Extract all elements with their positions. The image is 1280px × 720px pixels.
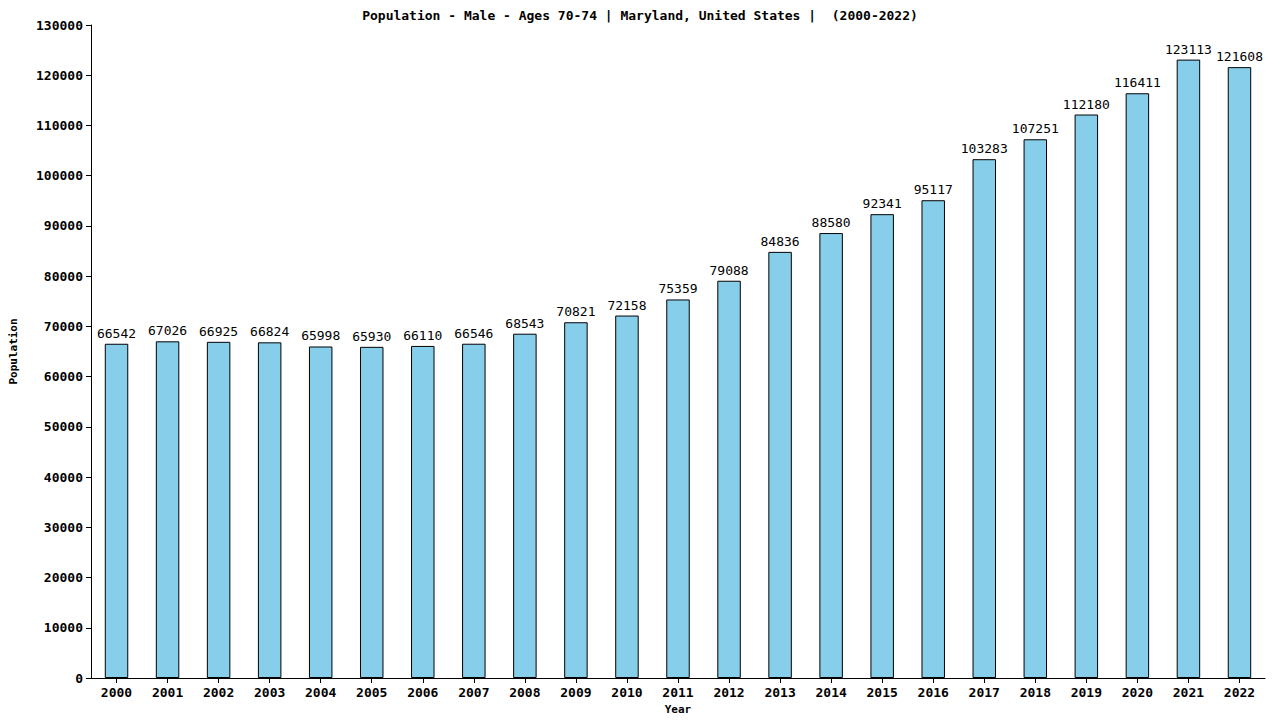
svg-text:65930: 65930: [352, 329, 391, 344]
svg-text:2007: 2007: [458, 685, 489, 700]
svg-text:66824: 66824: [250, 324, 289, 339]
svg-text:2005: 2005: [356, 685, 387, 700]
svg-text:60000: 60000: [44, 369, 83, 384]
svg-text:Year: Year: [665, 703, 692, 716]
svg-text:2021: 2021: [1173, 685, 1204, 700]
svg-text:68543: 68543: [505, 316, 544, 331]
svg-text:0: 0: [75, 671, 83, 686]
svg-text:70000: 70000: [44, 319, 83, 334]
svg-text:50000: 50000: [44, 419, 83, 434]
svg-text:103283: 103283: [961, 141, 1008, 156]
svg-text:67026: 67026: [148, 323, 187, 338]
svg-text:2015: 2015: [867, 685, 898, 700]
svg-text:72158: 72158: [607, 298, 646, 313]
svg-text:120000: 120000: [36, 68, 83, 83]
svg-text:2018: 2018: [1020, 685, 1051, 700]
svg-text:100000: 100000: [36, 168, 83, 183]
svg-text:10000: 10000: [44, 620, 83, 635]
svg-text:79088: 79088: [709, 263, 748, 278]
svg-text:66546: 66546: [454, 326, 493, 341]
svg-text:20000: 20000: [44, 570, 83, 585]
svg-text:65998: 65998: [301, 328, 340, 343]
svg-text:2019: 2019: [1071, 685, 1102, 700]
svg-text:121608: 121608: [1216, 49, 1263, 64]
svg-text:2014: 2014: [815, 685, 846, 700]
svg-text:2013: 2013: [764, 685, 795, 700]
svg-text:66542: 66542: [97, 326, 136, 341]
svg-text:2006: 2006: [407, 685, 438, 700]
svg-text:123113: 123113: [1165, 42, 1212, 57]
svg-text:2017: 2017: [969, 685, 1000, 700]
svg-text:88580: 88580: [812, 215, 851, 230]
svg-text:2009: 2009: [560, 685, 591, 700]
svg-text:2020: 2020: [1122, 685, 1153, 700]
svg-text:95117: 95117: [914, 182, 953, 197]
svg-text:Population: Population: [7, 318, 20, 384]
svg-text:40000: 40000: [44, 470, 83, 485]
svg-text:90000: 90000: [44, 218, 83, 233]
svg-text:30000: 30000: [44, 520, 83, 535]
svg-text:Population - Male - Ages 70-74: Population - Male - Ages 70-74 | Marylan…: [362, 8, 918, 23]
svg-text:2001: 2001: [152, 685, 183, 700]
svg-text:110000: 110000: [36, 118, 83, 133]
svg-text:2016: 2016: [918, 685, 949, 700]
svg-text:130000: 130000: [36, 18, 83, 33]
svg-text:66110: 66110: [403, 328, 442, 343]
svg-text:2022: 2022: [1224, 685, 1255, 700]
svg-text:66925: 66925: [199, 324, 238, 339]
svg-text:2012: 2012: [713, 685, 744, 700]
svg-text:2003: 2003: [254, 685, 285, 700]
svg-text:2011: 2011: [662, 685, 693, 700]
svg-text:80000: 80000: [44, 269, 83, 284]
svg-text:112180: 112180: [1063, 97, 1110, 112]
svg-text:2008: 2008: [509, 685, 540, 700]
svg-text:84836: 84836: [761, 234, 800, 249]
svg-text:75359: 75359: [658, 281, 697, 296]
svg-text:2010: 2010: [611, 685, 642, 700]
svg-text:2004: 2004: [305, 685, 336, 700]
svg-text:70821: 70821: [556, 304, 595, 319]
svg-text:2002: 2002: [203, 685, 234, 700]
svg-text:116411: 116411: [1114, 75, 1161, 90]
svg-text:107251: 107251: [1012, 121, 1059, 136]
svg-text:92341: 92341: [863, 196, 902, 211]
svg-text:2000: 2000: [101, 685, 132, 700]
